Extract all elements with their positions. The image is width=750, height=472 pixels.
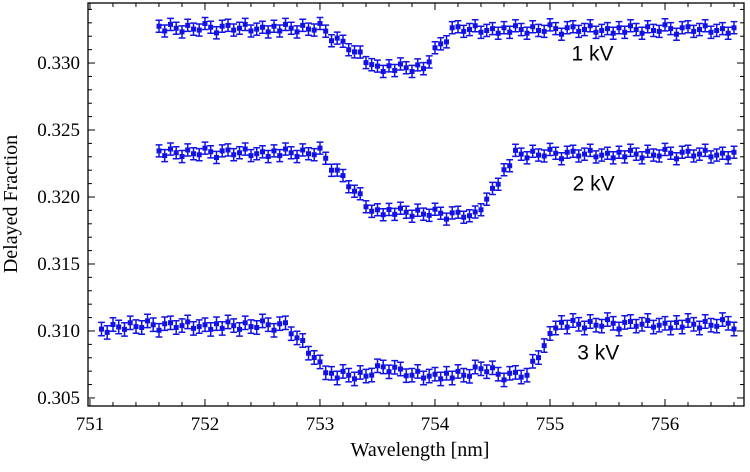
data-points	[99, 317, 737, 383]
y-axis-title: Delayed Fraction	[0, 135, 22, 273]
series-annotations: 1 kV 2 kV 3 kV	[572, 43, 620, 365]
x-axis-title: Wavelength [nm]	[351, 439, 490, 461]
plot-frame	[87, 2, 745, 407]
y-tick-label: 0.320	[37, 187, 80, 208]
x-tick-label: 754	[421, 414, 450, 435]
axis-labels: Wavelength [nm] Delayed Fraction	[0, 135, 489, 461]
x-tick-label: 752	[191, 414, 220, 435]
x-tick-label: 756	[651, 414, 680, 435]
x-tick-label: 755	[536, 414, 565, 435]
series-label-1-kv: 1 kV	[572, 43, 614, 66]
y-tick-label: 0.325	[37, 120, 80, 141]
series-2-kv	[155, 141, 738, 226]
series-3-kv	[98, 312, 738, 388]
y-tick-label: 0.305	[37, 388, 80, 409]
series-label-3-kv: 3 kV	[577, 341, 619, 364]
axis-ticks: 751 752 753 754 755 756 0.305 0.310 0.315 0.320 0.…	[37, 3, 744, 435]
series-label-2-kv: 2 kV	[573, 173, 615, 196]
y-tick-label: 0.310	[37, 321, 80, 342]
series-1-kv	[155, 16, 738, 79]
data-series	[98, 16, 738, 388]
x-tick-label: 751	[76, 414, 105, 435]
x-tick-label: 753	[306, 414, 335, 435]
y-tick-label: 0.315	[37, 254, 80, 275]
y-tick-label: 0.330	[37, 53, 80, 74]
